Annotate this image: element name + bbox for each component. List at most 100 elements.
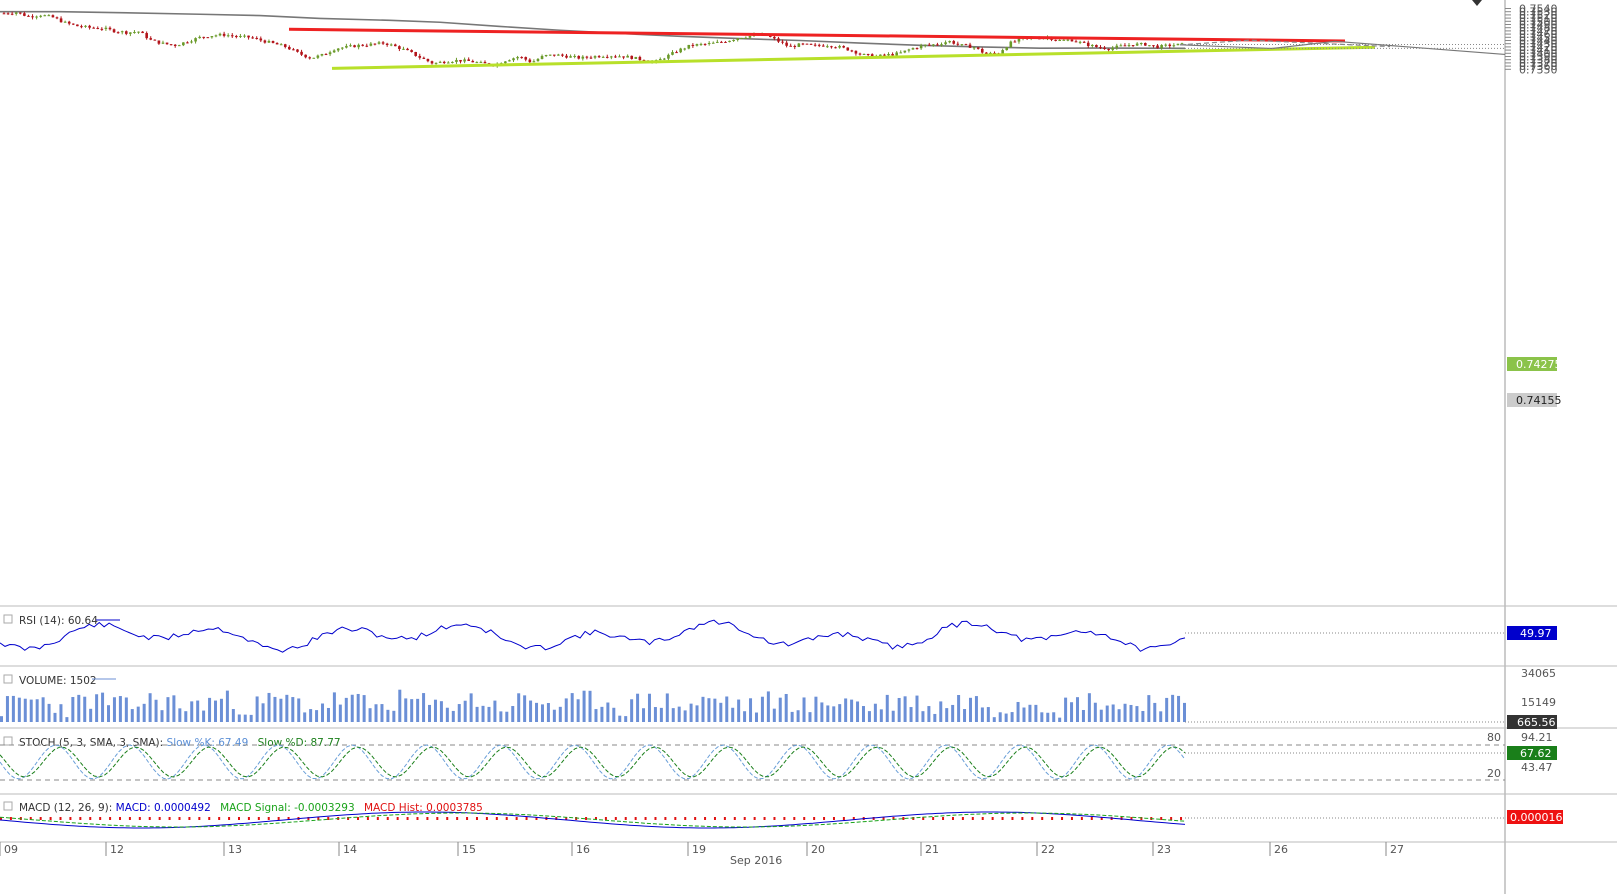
volume-bar <box>196 700 200 722</box>
price-axis: 0.75400.75300.75200.75100.75000.74900.74… <box>1505 3 1558 76</box>
candle-body <box>275 42 279 45</box>
macd-close-icon[interactable] <box>3 801 13 811</box>
macd-hist-bar <box>188 817 191 820</box>
volume-bar <box>511 706 515 722</box>
volume-bar <box>214 700 218 722</box>
stoch-close-icon[interactable] <box>3 736 13 746</box>
volume-bar <box>1087 693 1091 722</box>
candle-body <box>1058 40 1062 42</box>
volume-bar <box>249 714 253 722</box>
stoch-tick-2: 43.47 <box>1521 761 1553 774</box>
candle-body <box>471 60 475 63</box>
candle-body <box>1009 41 1013 48</box>
volume-bar <box>796 710 800 722</box>
macd-hist-bar <box>922 817 925 820</box>
volume-bar <box>243 714 247 722</box>
candle-body <box>1086 42 1090 46</box>
volume-bar <box>344 697 348 722</box>
macd-hist-bar <box>1061 817 1064 820</box>
macd-hist-bar <box>1080 817 1083 820</box>
volume-bar <box>321 703 325 722</box>
rsi-close-icon[interactable] <box>3 614 13 624</box>
price-tick-label: 0.7470 <box>1519 25 1558 38</box>
candle-body <box>569 56 572 58</box>
candle-body <box>1013 41 1017 43</box>
stoch-k-label: Slow %K: 67.49 <box>167 737 249 749</box>
rsi-line <box>0 619 1186 653</box>
candle-body <box>129 32 132 34</box>
candle-body <box>365 45 369 47</box>
volume-bar <box>380 704 384 722</box>
volume-bar <box>428 704 432 722</box>
volume-bar <box>713 698 717 722</box>
macd-hist-bar <box>644 817 647 820</box>
candle-body <box>985 52 988 54</box>
volume-bar <box>267 692 271 722</box>
volume-bar <box>963 709 967 722</box>
macd-hist-bar <box>1170 817 1173 820</box>
volume-bar <box>202 710 206 722</box>
candle-body <box>1139 43 1143 45</box>
macd-hist-bar <box>783 817 786 820</box>
volume-bar <box>1058 717 1062 722</box>
candle-body <box>1135 43 1139 46</box>
macd-hist-bar <box>763 817 766 820</box>
macd-hist-bar <box>902 817 905 820</box>
volume-bar <box>1016 701 1020 722</box>
candle-body <box>577 55 581 59</box>
candle-body <box>993 52 996 54</box>
candle-body <box>927 44 931 46</box>
candle-body <box>263 40 267 43</box>
candle-body <box>822 45 825 47</box>
candle-body <box>744 37 748 39</box>
volume-close-icon[interactable] <box>3 674 13 684</box>
candle-body <box>512 58 515 61</box>
candle-body <box>206 37 210 39</box>
candle-body <box>911 48 915 50</box>
macd-hist-bar <box>29 817 32 820</box>
candle-body <box>1103 47 1106 50</box>
candle-body <box>1070 39 1074 42</box>
candle-body <box>23 13 26 16</box>
volume-bar <box>77 694 81 722</box>
candle-body <box>736 38 740 40</box>
chart-menu-chevron-icon[interactable] <box>1472 0 1482 6</box>
candle-body <box>349 45 352 47</box>
volume-bar <box>112 697 116 722</box>
candle-body <box>161 42 165 44</box>
candle-body <box>932 44 935 46</box>
candle-body <box>1131 45 1135 47</box>
candle-body <box>438 61 442 63</box>
time-tick-label: 19 <box>692 843 706 856</box>
candle-body <box>540 56 544 59</box>
macd-hist-bar <box>257 817 260 820</box>
macd-hist-bar <box>485 817 488 820</box>
candle-body <box>137 31 140 33</box>
volume-bar <box>820 702 824 722</box>
volume-bar <box>130 709 134 722</box>
candle-body <box>854 50 858 54</box>
candle-body <box>565 55 568 58</box>
candle-body <box>1123 45 1127 47</box>
candle-body <box>1005 47 1009 51</box>
candle-body <box>88 25 91 28</box>
volume-bar <box>957 695 961 722</box>
volume-bar <box>951 704 955 722</box>
macd-hist-bar <box>1140 817 1143 820</box>
svg-text:MACD (12, 26, 9): MACD:: MACD (12, 26, 9): MACD: 0.0000492 MACD S… <box>19 802 483 814</box>
candle-body <box>324 54 328 56</box>
volume-value: 665.56 <box>1517 716 1556 729</box>
volume-bar <box>802 697 806 722</box>
candle-body <box>561 54 564 56</box>
macd-hist-bar <box>1041 817 1044 820</box>
macd-hist-bar <box>247 817 250 820</box>
volume-bar <box>1105 705 1109 722</box>
volume-bar <box>1183 702 1186 722</box>
candle-body <box>1111 47 1115 50</box>
macd-hist-bar <box>178 817 181 820</box>
candle-body <box>312 57 316 59</box>
candle-body <box>1160 44 1163 49</box>
macd-hist-bar <box>535 817 538 820</box>
volume-bar <box>190 701 194 722</box>
